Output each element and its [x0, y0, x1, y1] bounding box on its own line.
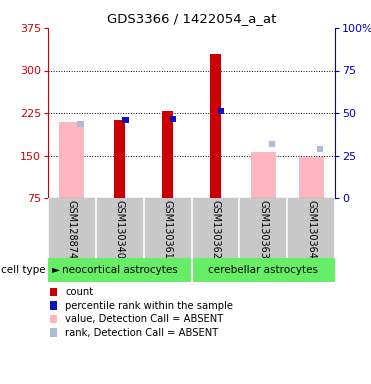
- Text: GSM130362: GSM130362: [210, 200, 220, 259]
- Bar: [218, 108, 224, 114]
- Bar: [299, 157, 324, 198]
- Text: GSM128874: GSM128874: [67, 200, 77, 259]
- Text: cell type  ►: cell type ►: [1, 265, 60, 275]
- Bar: [251, 152, 276, 198]
- Text: count: count: [65, 287, 93, 297]
- Text: GSM130363: GSM130363: [258, 200, 268, 259]
- Text: cerebellar astrocytes: cerebellar astrocytes: [208, 265, 318, 275]
- Bar: [170, 116, 177, 122]
- Text: GSM130364: GSM130364: [306, 200, 316, 259]
- Text: percentile rank within the sample: percentile rank within the sample: [65, 301, 233, 311]
- Text: GSM130340: GSM130340: [115, 200, 125, 259]
- Bar: [162, 111, 173, 198]
- Text: neocortical astrocytes: neocortical astrocytes: [62, 265, 178, 275]
- Bar: [122, 117, 129, 123]
- Text: rank, Detection Call = ABSENT: rank, Detection Call = ABSENT: [65, 328, 219, 338]
- Title: GDS3366 / 1422054_a_at: GDS3366 / 1422054_a_at: [107, 12, 276, 25]
- Bar: [78, 121, 83, 127]
- Text: GSM130361: GSM130361: [162, 200, 173, 259]
- Bar: [210, 53, 221, 198]
- Text: value, Detection Call = ABSENT: value, Detection Call = ABSENT: [65, 314, 224, 324]
- Bar: [316, 146, 323, 152]
- Bar: [269, 141, 275, 147]
- Bar: [59, 121, 84, 198]
- Bar: [115, 120, 125, 198]
